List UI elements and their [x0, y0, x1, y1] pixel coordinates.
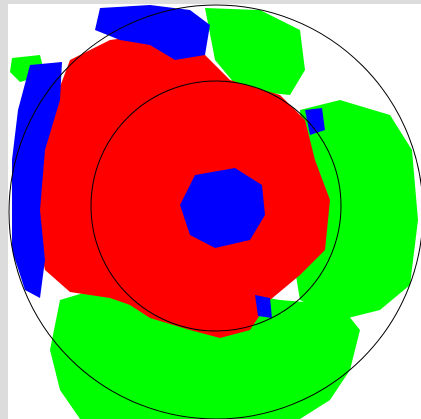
page: [0, 0, 421, 419]
radar-display: [0, 0, 421, 419]
echo-blue: [180, 168, 265, 248]
